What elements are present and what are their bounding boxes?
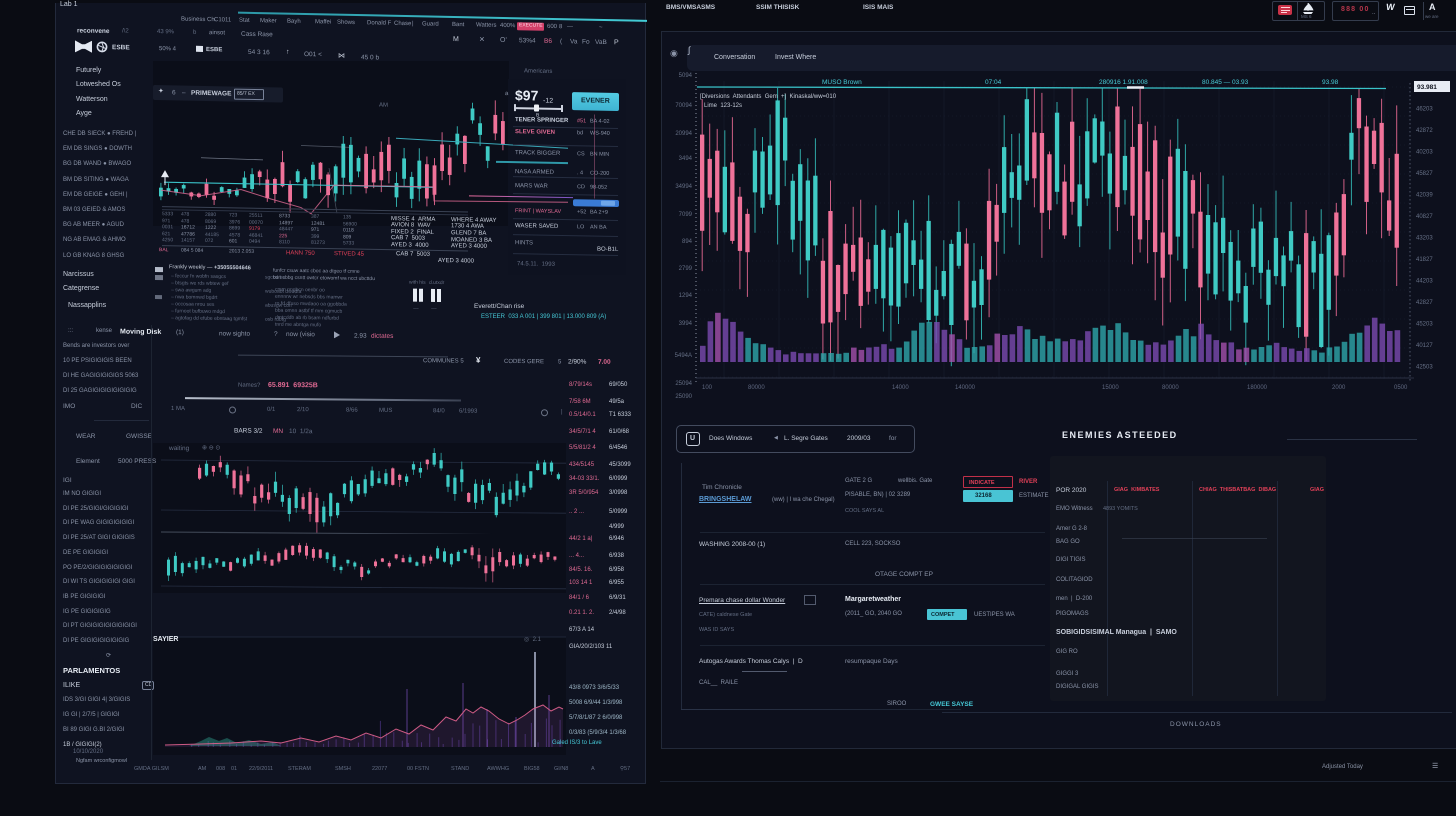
- svg-text:280916 1.91.008: 280916 1.91.008: [1099, 79, 1148, 86]
- svg-text:42827: 42827: [1416, 300, 1433, 306]
- svg-text:93.981: 93.981: [1417, 84, 1437, 91]
- svg-text:41827: 41827: [1416, 257, 1433, 263]
- svg-text:2000: 2000: [1332, 385, 1346, 391]
- svg-text:15000: 15000: [1102, 385, 1119, 391]
- svg-text:44203: 44203: [1416, 279, 1433, 285]
- svg-text:43203: 43203: [1416, 236, 1433, 242]
- svg-text:40127: 40127: [1416, 343, 1433, 349]
- svg-text:42039: 42039: [1416, 193, 1433, 199]
- svg-text:180000: 180000: [1247, 385, 1268, 391]
- svg-text:07:04: 07:04: [985, 79, 1002, 86]
- svg-text:40203: 40203: [1416, 150, 1433, 156]
- svg-text:140000: 140000: [955, 385, 976, 391]
- svg-text:93.98: 93.98: [1322, 79, 1339, 86]
- svg-text:100: 100: [702, 385, 713, 391]
- svg-text:45827: 45827: [1416, 171, 1433, 177]
- svg-text:46203: 46203: [1416, 107, 1433, 113]
- svg-text:0500: 0500: [1394, 385, 1408, 391]
- svg-text:80000: 80000: [748, 385, 765, 391]
- svg-text:80000: 80000: [1162, 385, 1179, 391]
- svg-text:14000: 14000: [892, 385, 909, 391]
- svg-text:40827: 40827: [1416, 214, 1433, 220]
- svg-text:42872: 42872: [1416, 128, 1433, 134]
- svg-text:42503: 42503: [1416, 365, 1433, 371]
- svg-text:80.845 — 03.93: 80.845 — 03.93: [1202, 79, 1249, 86]
- svg-text:45203: 45203: [1416, 322, 1433, 328]
- svg-text:MUSO Brown: MUSO Brown: [822, 79, 862, 86]
